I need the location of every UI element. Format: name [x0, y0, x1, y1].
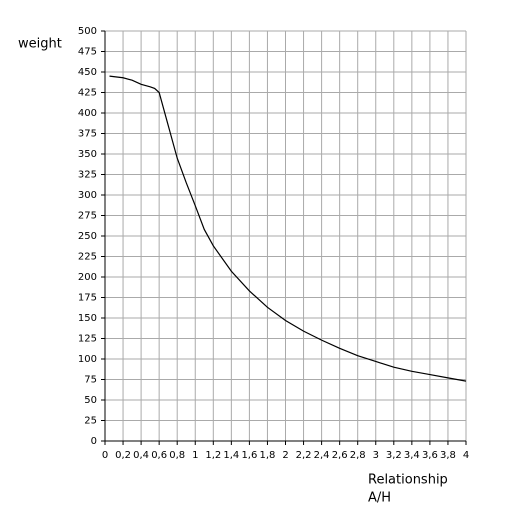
x-tick-label: 0,4 — [133, 450, 149, 461]
y-tick-label: 450 — [78, 67, 97, 78]
y-tick-label: 0 — [91, 436, 97, 447]
y-tick-label: 50 — [84, 395, 97, 406]
x-tick-label: 1,2 — [205, 450, 221, 461]
y-tick-label: 375 — [78, 129, 97, 140]
x-tick-label: 1 — [192, 450, 198, 461]
y-tick-label: 200 — [78, 272, 97, 283]
y-tick-label: 400 — [78, 108, 97, 119]
x-tick-label: 4 — [463, 450, 469, 461]
x-tick-label: 2,4 — [314, 450, 330, 461]
x-axis-title: A/H — [368, 491, 391, 506]
y-tick-label: 425 — [78, 88, 97, 99]
x-tick-label: 3,8 — [440, 450, 456, 461]
data-line — [109, 75, 467, 382]
y-tick-label: 300 — [78, 190, 97, 201]
y-tick-label: 75 — [84, 375, 97, 386]
y-tick-label: 150 — [78, 313, 97, 324]
y-tick-label: 225 — [78, 252, 97, 263]
x-tick-label: 0,8 — [169, 450, 185, 461]
x-tick-label: 3,6 — [422, 450, 438, 461]
x-tick-label: 1,4 — [223, 450, 239, 461]
y-tick-label: 25 — [84, 416, 97, 427]
x-tick-label: 0,6 — [151, 450, 167, 461]
y-tick-label: 325 — [78, 170, 97, 181]
y-tick-label: 275 — [78, 211, 97, 222]
y-axis-title: weight — [18, 37, 62, 52]
x-axis-title: Relationship — [368, 473, 448, 488]
y-tick-label: 500 — [78, 26, 97, 37]
y-tick-label: 250 — [78, 231, 97, 242]
x-tick-label: 3 — [373, 450, 379, 461]
x-tick-label: 2,2 — [296, 450, 312, 461]
y-tick-label: 350 — [78, 149, 97, 160]
x-tick-label: 3,2 — [386, 450, 402, 461]
x-tick-label: 1,8 — [259, 450, 275, 461]
x-tick-label: 2 — [282, 450, 288, 461]
y-tick-label: 100 — [78, 354, 97, 365]
y-tick-label: 475 — [78, 47, 97, 58]
x-tick-label: 1,6 — [241, 450, 257, 461]
x-tick-label: 0,2 — [115, 450, 131, 461]
x-tick-label: 2,8 — [350, 450, 366, 461]
y-tick-label: 175 — [78, 293, 97, 304]
x-tick-label: 0 — [102, 450, 108, 461]
x-tick-label: 2,6 — [332, 450, 348, 461]
y-tick-label: 125 — [78, 334, 97, 345]
x-tick-label: 3,4 — [404, 450, 420, 461]
